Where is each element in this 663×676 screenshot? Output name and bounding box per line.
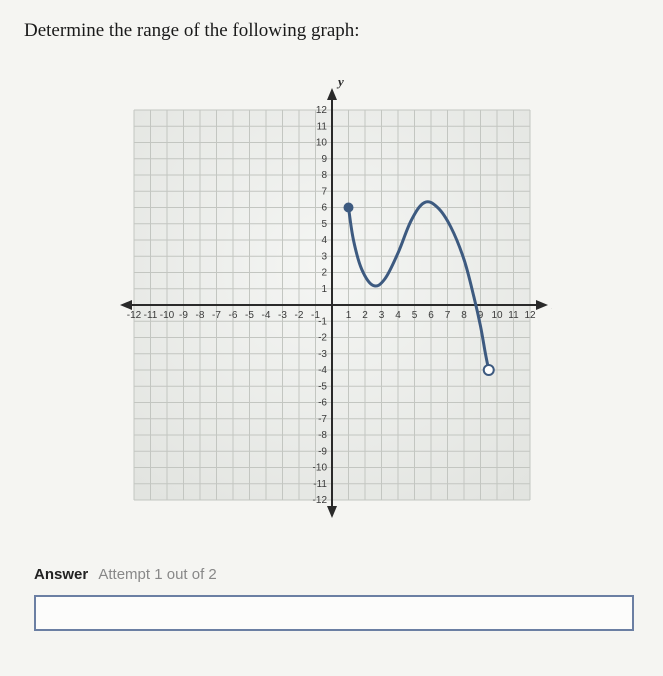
- svg-text:-8: -8: [195, 310, 204, 321]
- svg-text:x: x: [551, 297, 552, 312]
- svg-text:-4: -4: [261, 310, 270, 321]
- svg-text:-8: -8: [318, 430, 327, 441]
- svg-text:6: 6: [428, 310, 434, 321]
- svg-text:10: 10: [491, 310, 503, 321]
- svg-text:11: 11: [316, 121, 327, 132]
- answer-input[interactable]: [34, 595, 634, 631]
- svg-text:1: 1: [345, 310, 351, 321]
- svg-text:-10: -10: [159, 310, 174, 321]
- svg-text:5: 5: [411, 310, 417, 321]
- svg-text:3: 3: [321, 251, 327, 262]
- svg-text:-5: -5: [245, 310, 254, 321]
- svg-text:8: 8: [461, 310, 467, 321]
- question-text: Determine the range of the following gra…: [24, 20, 639, 42]
- svg-text:2: 2: [321, 268, 327, 279]
- svg-text:10: 10: [315, 138, 327, 149]
- answer-prompt: Answer Attempt 1 out of 2: [34, 566, 639, 583]
- svg-text:-3: -3: [278, 310, 287, 321]
- svg-text:9: 9: [321, 154, 327, 165]
- svg-text:4: 4: [395, 310, 401, 321]
- svg-text:-6: -6: [228, 310, 237, 321]
- svg-text:5: 5: [321, 219, 327, 230]
- svg-text:-12: -12: [312, 495, 327, 506]
- svg-text:1: 1: [321, 284, 327, 295]
- svg-text:y: y: [336, 74, 344, 89]
- svg-text:-2: -2: [318, 333, 327, 344]
- attempt-text: Attempt 1 out of 2: [98, 566, 216, 583]
- svg-text:3: 3: [378, 310, 384, 321]
- graph-container: yx-12-11-10-9-8-7-6-5-4-3-2-112345678910…: [92, 70, 572, 530]
- svg-text:12: 12: [315, 105, 327, 116]
- svg-text:-1: -1: [318, 316, 327, 327]
- svg-text:6: 6: [321, 203, 327, 214]
- svg-text:-7: -7: [318, 414, 327, 425]
- svg-text:-12: -12: [126, 310, 141, 321]
- svg-text:-9: -9: [318, 446, 327, 457]
- svg-text:-6: -6: [318, 398, 327, 409]
- svg-text:-9: -9: [179, 310, 188, 321]
- svg-text:-11: -11: [313, 479, 327, 490]
- svg-text:7: 7: [321, 186, 327, 197]
- svg-text:-11: -11: [143, 310, 157, 321]
- svg-text:11: 11: [508, 310, 519, 321]
- svg-text:-10: -10: [312, 463, 327, 474]
- svg-text:-7: -7: [212, 310, 221, 321]
- svg-text:7: 7: [444, 310, 450, 321]
- coordinate-graph: yx-12-11-10-9-8-7-6-5-4-3-2-112345678910…: [112, 70, 552, 530]
- svg-text:4: 4: [321, 235, 327, 246]
- svg-text:-3: -3: [318, 349, 327, 360]
- svg-text:-2: -2: [294, 310, 303, 321]
- answer-label: Answer: [34, 566, 88, 583]
- svg-text:-5: -5: [318, 381, 327, 392]
- svg-text:-4: -4: [318, 365, 327, 376]
- svg-text:2: 2: [362, 310, 368, 321]
- svg-text:8: 8: [321, 170, 327, 181]
- svg-text:12: 12: [524, 310, 536, 321]
